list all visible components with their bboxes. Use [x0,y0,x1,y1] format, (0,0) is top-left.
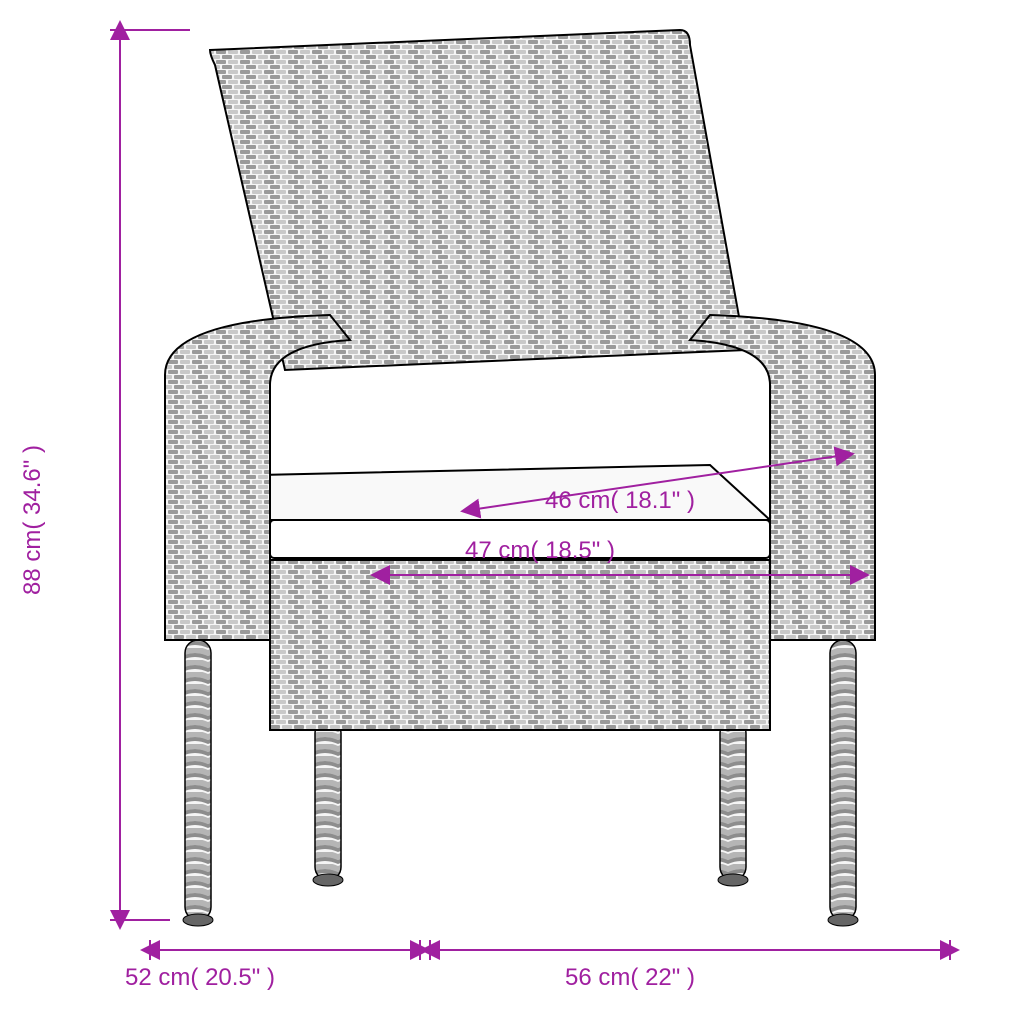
label-height: 88 cm( 34.6" ) [19,445,46,595]
label-width: 56 cm( 22" ) [565,964,695,991]
label-seat-width: 47 cm( 18.5" ) [465,537,615,564]
label-seat-depth: 46 cm( 18.1" ) [545,487,695,514]
label-depth: 52 cm( 20.5" ) [125,964,275,991]
dimension-diagram: 88 cm( 34.6" ) 52 cm( 20.5" ) 56 cm( 22"… [0,0,1024,1024]
chair-drawing [165,30,875,926]
